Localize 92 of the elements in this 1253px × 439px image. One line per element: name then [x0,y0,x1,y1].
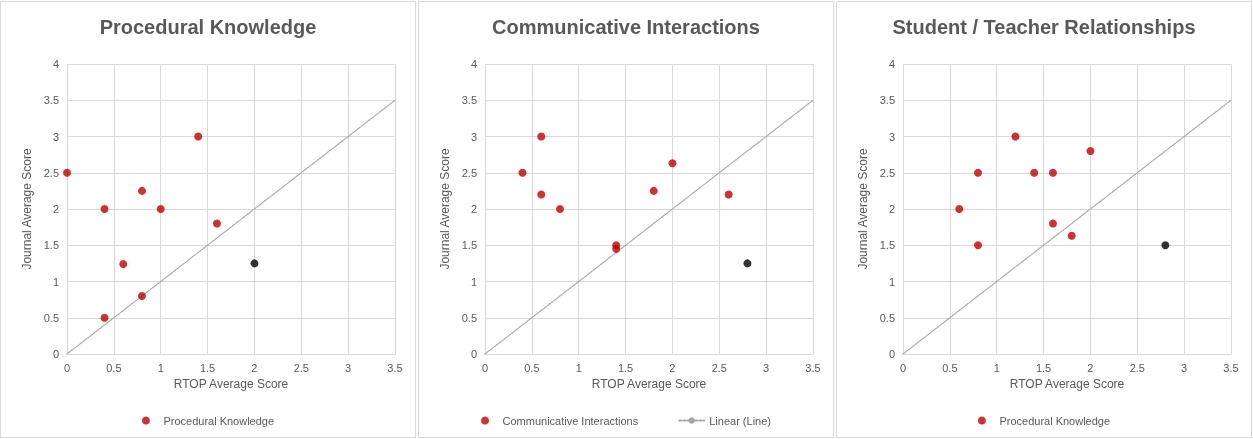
y-tick-label: 2 [888,203,895,215]
x-tick-label: 0.5 [106,361,122,374]
y-tick-label: 0 [52,348,59,360]
x-tick-label: 0 [899,361,907,374]
x-tick-label: 3 [763,361,770,374]
point [743,259,752,268]
point [518,168,527,177]
point [724,190,733,199]
point [955,205,964,213]
y-tick-label: 0.5 [43,311,59,324]
x-axis-title: RTOP Average Score [591,376,707,391]
x-tick-label: 0 [481,361,489,374]
x-tick-label: 1 [993,361,1000,374]
legend-label: Linear (Line) [709,414,771,427]
point [973,241,982,250]
y-tick-label: 1 [888,275,895,288]
x-tick-label: 2.5 [1129,361,1145,374]
y-tick-label: 3 [52,130,59,143]
point [1048,219,1057,228]
point [137,292,146,300]
y-tick-label: 0 [888,348,895,360]
chart-title: Procedural Knowledge [99,16,317,38]
y-tick-label: 3.5 [43,94,59,107]
x-tick-label: 1.5 [199,361,216,374]
point [156,205,165,213]
y-tick-label: 0 [470,348,477,360]
point [1086,147,1095,155]
y-tick-label: 3 [470,130,477,143]
y-tick-label: 4 [52,58,59,70]
x-tick-label: 3.5 [1223,361,1239,374]
point [537,190,546,199]
x-tick-label: 2.5 [711,361,727,374]
x-tick-label: 0.5 [524,361,540,374]
point [63,168,71,177]
point [668,159,677,168]
point [1030,168,1039,177]
y-axis-title: Journal Average Score [855,148,870,270]
legend-label: Procedural Knowledge [163,414,275,427]
point [1048,168,1057,177]
point [1161,241,1170,250]
chart-title: Student / Teacher Relationships [892,16,1196,38]
y-tick-label: 0.5 [461,311,477,324]
y-tick-label: 0.5 [879,311,895,324]
point [100,205,109,213]
point [537,132,546,141]
x-tick-label: 3.5 [387,361,403,374]
legend-label: Communicative Interactions [502,414,639,427]
y-tick-label: 1.5 [43,239,59,252]
y-tick-label: 1.5 [461,239,477,252]
chart-title: Communicative Interactions [492,16,760,38]
y-tick-label: 1 [52,275,59,288]
point [250,259,259,268]
x-tick-label: 2.5 [293,361,309,374]
y-tick-label: 3.5 [879,94,895,107]
x-tick-label: 0.5 [942,361,958,374]
point [555,205,564,213]
y-tick-label: 4 [888,58,895,70]
y-tick-label: 1 [470,275,477,288]
y-tick-label: 2 [470,203,477,215]
x-tick-label: 2 [251,361,258,374]
y-tick-label: 3.5 [461,94,477,107]
y-tick-label: 3 [888,130,895,143]
y-tick-label: 1.5 [879,239,895,252]
y-tick-label: 2.5 [43,166,59,179]
point [973,168,982,177]
x-tick-label: 2 [1087,361,1094,374]
point [649,186,658,195]
x-tick-label: 1 [157,361,164,374]
x-axis-title: RTOP Average Score [1009,376,1125,391]
x-tick-label: 2 [669,361,676,374]
x-tick-label: 3 [345,361,352,374]
point [1011,132,1020,141]
y-tick-label: 2.5 [879,166,895,179]
y-axis-title: Journal Average Score [437,148,452,270]
y-tick-label: 2.5 [461,166,477,179]
point [137,186,146,195]
point [100,313,109,322]
x-axis-title: RTOP Average Score [173,376,289,391]
x-tick-label: 1.5 [1035,361,1052,374]
point [194,132,203,141]
y-tick-label: 4 [470,58,477,70]
point [1067,231,1076,240]
x-tick-label: 3.5 [805,361,821,374]
y-tick-label: 2 [52,203,59,215]
x-tick-label: 3 [1181,361,1188,374]
x-tick-label: 1 [575,361,582,374]
point [119,260,128,269]
legend-label: Procedural Knowledge [999,414,1111,427]
x-tick-label: 1.5 [617,361,634,374]
y-axis-title: Journal Average Score [19,148,34,270]
x-tick-label: 0 [63,361,71,374]
point [212,219,221,228]
